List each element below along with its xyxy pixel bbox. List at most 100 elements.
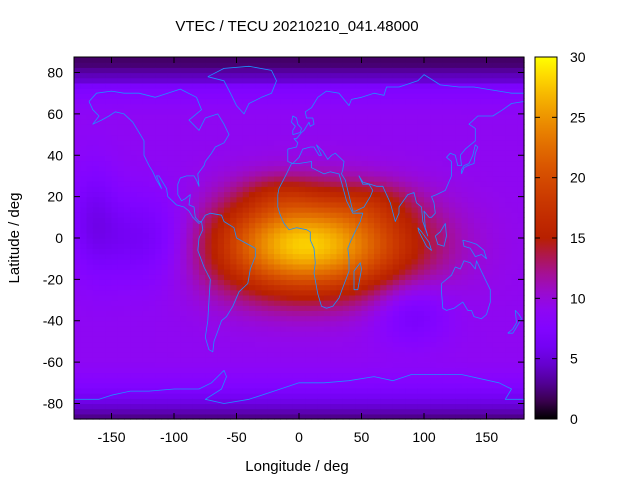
heatmap-cell [392,336,400,343]
heatmap-cell [292,408,300,415]
heatmap-cell [317,341,325,348]
heatmap-cell [149,279,156,286]
heatmap-cell [392,82,400,89]
heatmap-cell [224,408,231,415]
heatmap-cell [142,279,150,286]
heatmap-cell [99,341,106,348]
heatmap-cell [199,139,206,146]
heatmap-cell [124,155,131,162]
heatmap-cell [361,300,369,306]
heatmap-cell [417,413,425,420]
heatmap-cell [424,113,431,120]
heatmap-cell [286,284,294,291]
heatmap-cell [217,88,225,94]
heatmap-cell [349,243,356,249]
heatmap-cell [499,258,506,265]
heatmap-cell [499,351,506,358]
heatmap-cell [261,258,269,265]
heatmap-cell [230,57,238,63]
heatmap-cell [92,93,100,99]
heatmap-cell [505,113,513,120]
heatmap-cell [455,196,463,203]
heatmap-cell [411,325,419,332]
heatmap-cell [492,387,500,394]
heatmap-cell [374,191,381,198]
heatmap-cell [211,124,219,130]
heatmap-cell [442,310,450,317]
heatmap-cell [199,310,206,317]
heatmap-cell [161,300,169,306]
heatmap-cell [474,300,481,306]
heatmap-cell [286,408,294,415]
heatmap-cell [411,408,419,415]
heatmap-cell [305,305,313,311]
heatmap-cell [111,93,119,99]
heatmap-cell [386,300,394,306]
heatmap-cell [80,72,88,79]
heatmap-cell [280,206,288,213]
heatmap-cell [117,284,125,291]
heatmap-cell [361,351,369,358]
heatmap-cell [367,139,375,146]
heatmap-cell [342,294,350,301]
heatmap-cell [317,300,325,306]
heatmap-cell [255,377,263,384]
heatmap-cell [324,119,331,125]
heatmap-cell [380,305,388,311]
heatmap-cell [299,175,306,182]
heatmap-cell [105,269,113,275]
heatmap-cell [455,103,463,110]
heatmap-cell [511,331,519,337]
heatmap-cell [499,98,506,105]
heatmap-cell [180,206,188,213]
heatmap-cell [230,67,238,74]
heatmap-cell [99,181,106,187]
heatmap-cell [217,372,225,379]
heatmap-cell [199,62,206,68]
heatmap-cell [149,315,156,322]
heatmap-cell [399,336,406,343]
heatmap-cell [349,408,356,415]
heatmap-cell [149,305,156,311]
heatmap-cell [380,165,388,172]
heatmap-cell [242,206,250,213]
heatmap-cell [92,356,100,363]
heatmap-cell [380,150,388,156]
heatmap-cell [286,206,294,213]
heatmap-cell [130,300,138,306]
heatmap-cell [336,294,344,301]
heatmap-cell [224,372,231,379]
heatmap-cell [130,77,138,84]
heatmap-cell [130,119,138,125]
heatmap-cell [267,253,275,260]
heatmap-cell [142,315,150,322]
heatmap-cell [442,108,450,115]
heatmap-cell [74,186,81,193]
heatmap-cell [74,372,81,379]
heatmap-cell [511,82,519,89]
heatmap-cell [449,201,456,208]
heatmap-cell [267,88,275,94]
heatmap-cell [149,253,156,260]
heatmap-cell [130,362,138,368]
heatmap-cell [136,201,144,208]
heatmap-cell [386,181,394,187]
heatmap-cell [99,248,106,255]
heatmap-cell [280,274,288,280]
heatmap-cell [124,170,131,177]
heatmap-cell [449,217,456,224]
heatmap-cell [230,398,238,405]
heatmap-cell [499,346,506,353]
heatmap-cell [92,139,100,146]
heatmap-cell [142,119,150,125]
heatmap-cell [267,331,275,337]
heatmap-cell [217,72,225,79]
heatmap-cell [199,119,206,125]
heatmap-cell [330,305,338,311]
heatmap-cell [292,150,300,156]
heatmap-cell [130,294,138,301]
heatmap-cell [274,72,281,79]
heatmap-cell [430,155,438,162]
heatmap-cell [492,367,500,374]
heatmap-cell [211,57,219,63]
